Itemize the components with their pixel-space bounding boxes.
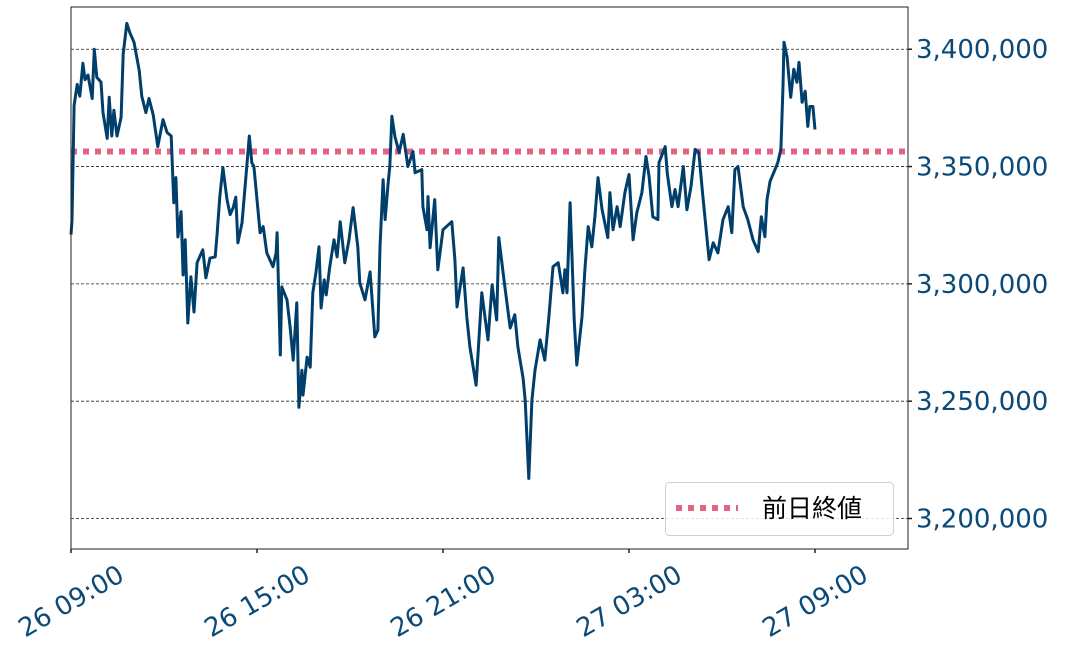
y-tick-label: 3,400,000 (916, 35, 1048, 65)
x-tick-label: 27 09:00 (758, 560, 874, 644)
x-axis: 26 09:00 26 15:00 26 21:00 27 03:00 27 09:00 (14, 549, 874, 644)
x-tick-label: 26 09:00 (14, 560, 130, 644)
plot-frame (70, 6, 909, 550)
y-axis: 3,200,000 3,250,000 3,300,000 3,350,000 3,40… (908, 35, 1048, 534)
x-tick-label: 26 15:00 (200, 560, 316, 644)
price-series-line (69, 21, 817, 480)
legend: 前日終値 (665, 482, 894, 536)
plot-background (71, 7, 908, 549)
y-tick-label: 3,200,000 (916, 504, 1048, 534)
y-tick-label: 3,350,000 (916, 153, 1048, 183)
x-tick-label: 26 21:00 (386, 560, 502, 644)
y-tick-label: 3,300,000 (916, 270, 1048, 300)
y-tick-label: 3,250,000 (916, 387, 1048, 417)
x-tick-label: 27 03:00 (572, 560, 688, 644)
legend-label-prev-close: 前日終値 (762, 494, 862, 523)
legend-box (665, 482, 894, 536)
